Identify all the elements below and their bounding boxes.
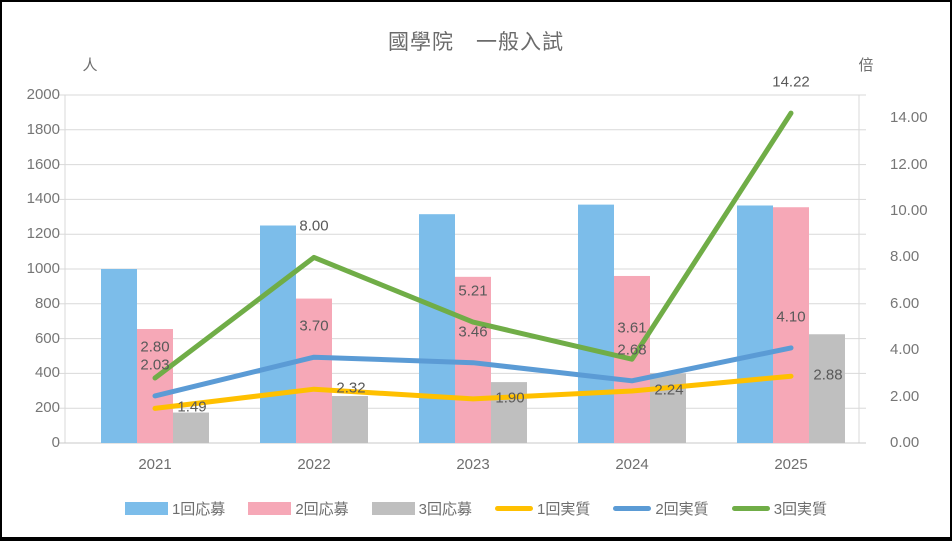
y-right-tick-label: 6.00 (890, 294, 920, 312)
chart-title: 國學院 一般入試 (388, 31, 564, 54)
y-right-tick-label: 2.00 (890, 387, 920, 405)
bar-1-2025 (737, 205, 773, 443)
line-2 (152, 345, 794, 399)
y-right-tick-label: 10.00 (890, 202, 928, 219)
legend-label: 3回実質 (773, 501, 828, 518)
data-label: 2.80 (140, 338, 170, 356)
bar-3-2023 (491, 382, 527, 443)
data-label: 2.03 (140, 356, 170, 374)
legend-line-swatch (731, 506, 770, 511)
legend-label: 1回実質 (537, 501, 591, 518)
data-label: 8.00 (299, 217, 329, 235)
bar-2-2021 (137, 329, 173, 443)
legend-item: 1回応募 (124, 498, 226, 519)
data-label: 3.70 (299, 317, 329, 335)
y-left-tick-label: 2000 (26, 86, 60, 103)
legend-item: 2回応募 (248, 498, 349, 519)
x-tick-label: 2023 (456, 456, 490, 473)
x-tick-label: 2024 (615, 456, 649, 473)
legend-item: 1回実質 (495, 498, 590, 519)
data-label: 3.61 (617, 319, 647, 337)
bar-1-2022 (260, 225, 296, 443)
left-axis-unit-label: 人 (82, 57, 98, 74)
line-1 (152, 373, 794, 411)
x-tick-label: 2025 (774, 456, 808, 473)
bar-3-2021 (173, 412, 209, 443)
legend-item: 2回実質 (613, 498, 709, 519)
legend-item: 3回応募 (371, 498, 472, 519)
y-right-tick-label: 14.00 (890, 109, 928, 127)
y-left-tick-label: 1800 (26, 120, 60, 138)
bar-2-2022 (296, 298, 332, 443)
y-left-tick-label: 200 (34, 399, 60, 417)
bar-1-2021 (101, 269, 137, 443)
data-label: 1.49 (177, 398, 207, 416)
data-label: 1.90 (495, 389, 525, 407)
legend-label: 2回応募 (295, 501, 349, 518)
data-label: 3.46 (458, 323, 488, 341)
bar-3-2022 (332, 396, 368, 443)
legend: 1回応募 2回応募 3回応募 1回実質 2回実質 3回実質 (2, 498, 950, 519)
line-3 (152, 110, 794, 381)
bar-3-2025 (809, 334, 845, 443)
data-label: 2.68 (617, 341, 647, 359)
y-right-tick-label: 0.00 (890, 434, 920, 451)
data-label: 5.21 (458, 282, 488, 300)
y-right-tick-label: 12.00 (890, 155, 928, 173)
y-left-tick-label: 1000 (26, 260, 60, 277)
data-label: 2.88 (813, 366, 843, 384)
legend-bar-swatch (371, 502, 415, 515)
data-label: 14.22 (772, 73, 810, 91)
data-label: 2.32 (336, 379, 366, 397)
legend-bar-swatch (248, 502, 292, 515)
legend-item: 3回実質 (731, 498, 828, 519)
legend-label: 2回実質 (655, 501, 709, 518)
y-right-tick-label: 8.00 (890, 248, 920, 266)
legend-label: 3回応募 (418, 501, 472, 518)
x-tick-label: 2021 (138, 456, 172, 473)
y-left-tick-label: 0 (51, 434, 60, 451)
y-left-tick-label: 1400 (26, 190, 60, 208)
right-axis-unit-label: 倍 (858, 57, 874, 74)
bar-1-2024 (578, 204, 614, 443)
legend-label: 1回応募 (171, 501, 226, 518)
legend-bar-swatch (124, 502, 168, 515)
y-left-tick-label: 1600 (26, 155, 60, 173)
data-label: 2.24 (654, 381, 684, 399)
y-left-tick-label: 600 (34, 329, 60, 347)
y-left-tick-label: 1200 (26, 225, 60, 243)
x-tick-label: 2022 (297, 456, 331, 473)
bar-1-2023 (419, 214, 455, 443)
y-left-tick-label: 400 (34, 364, 60, 382)
legend-line-swatch (613, 506, 652, 511)
bar-2-2025 (773, 207, 809, 443)
data-label: 4.10 (776, 308, 806, 326)
y-right-tick-label: 4.00 (890, 341, 920, 359)
legend-line-swatch (495, 506, 533, 511)
y-left-tick-label: 800 (34, 294, 60, 312)
